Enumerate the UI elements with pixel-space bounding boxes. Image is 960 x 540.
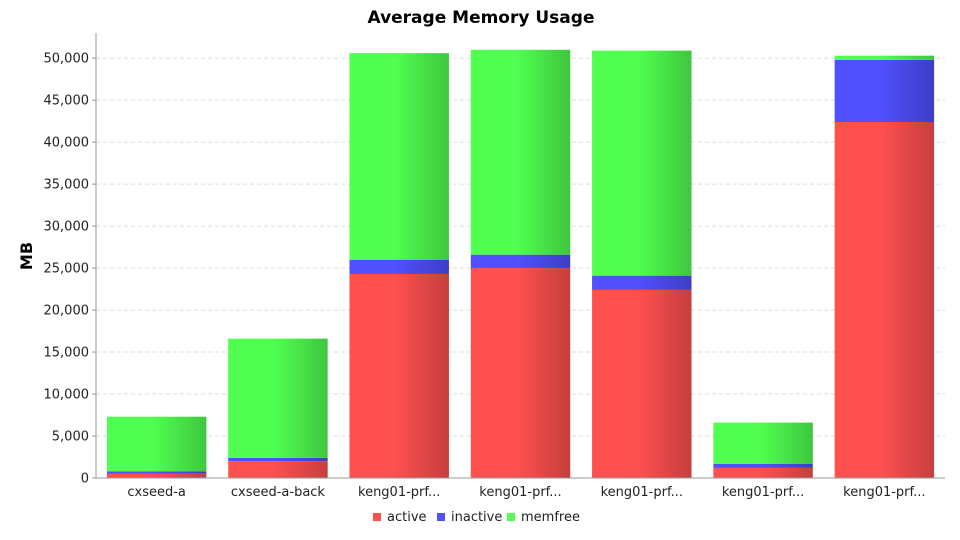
bar-memfree[interactable] <box>106 416 207 472</box>
y-axis-label: MB <box>17 242 36 270</box>
legend: active inactive memfree <box>373 510 580 525</box>
bar-memfree[interactable] <box>592 50 692 276</box>
bar-inactive[interactable] <box>106 471 207 474</box>
axes <box>95 33 945 479</box>
y-tick-label: 50,000 <box>44 52 90 67</box>
x-tick-label: keng01-prf... <box>722 485 804 500</box>
grid-lines <box>96 57 945 437</box>
bar-active[interactable] <box>713 467 813 478</box>
bar-inactive[interactable] <box>349 259 449 274</box>
bar-inactive[interactable] <box>228 457 328 462</box>
bar-memfree[interactable] <box>228 338 328 458</box>
x-tick-label: cxseed-a <box>127 485 186 500</box>
bar-inactive[interactable] <box>470 254 571 269</box>
bars <box>106 49 935 478</box>
legend-swatch-memfree <box>507 513 515 521</box>
bar-inactive[interactable] <box>834 59 935 122</box>
bar-active[interactable] <box>834 122 935 478</box>
bar-active[interactable] <box>592 289 692 478</box>
x-tick-label: keng01-prf... <box>843 485 925 500</box>
bar-active[interactable] <box>106 473 207 478</box>
y-tick-labels: 0 5,000 10,000 15,000 20,000 25,000 30,000 35,0… <box>44 52 96 487</box>
legend-label-active[interactable]: active <box>387 510 427 525</box>
y-tick-label: 15,000 <box>44 346 90 361</box>
legend-swatch-active <box>373 513 381 521</box>
bar-inactive[interactable] <box>592 275 692 290</box>
bar-active[interactable] <box>228 461 328 478</box>
bar-memfree[interactable] <box>349 53 449 260</box>
y-tick-label: 10,000 <box>44 388 90 403</box>
y-tick-label: 25,000 <box>44 262 90 277</box>
bar-active[interactable] <box>470 268 571 478</box>
y-tick-label: 5,000 <box>52 430 89 445</box>
bar-memfree[interactable] <box>713 422 813 464</box>
bar-memfree[interactable] <box>470 49 571 255</box>
legend-swatch-inactive <box>437 513 445 521</box>
bar-inactive[interactable] <box>713 463 813 468</box>
x-tick-labels: cxseed-a cxseed-a-back keng01-prf... keng01… <box>127 485 925 500</box>
y-tick-label: 0 <box>81 472 89 487</box>
x-tick-label: keng01-prf... <box>479 485 561 500</box>
legend-label-memfree[interactable]: memfree <box>521 510 580 525</box>
bar-active[interactable] <box>349 273 449 478</box>
x-tick-label: cxseed-a-back <box>231 485 326 500</box>
x-tick-label: keng01-prf... <box>358 485 440 500</box>
bar-memfree[interactable] <box>834 55 935 60</box>
y-tick-label: 45,000 <box>44 94 90 109</box>
y-tick-label: 40,000 <box>44 136 90 151</box>
y-tick-label: 30,000 <box>44 220 90 235</box>
chart-title: Average Memory Usage <box>368 8 595 28</box>
y-tick-label: 35,000 <box>44 178 90 193</box>
x-tick-label: keng01-prf... <box>601 485 683 500</box>
legend-label-inactive[interactable]: inactive <box>451 510 502 525</box>
y-tick-label: 20,000 <box>44 304 90 319</box>
